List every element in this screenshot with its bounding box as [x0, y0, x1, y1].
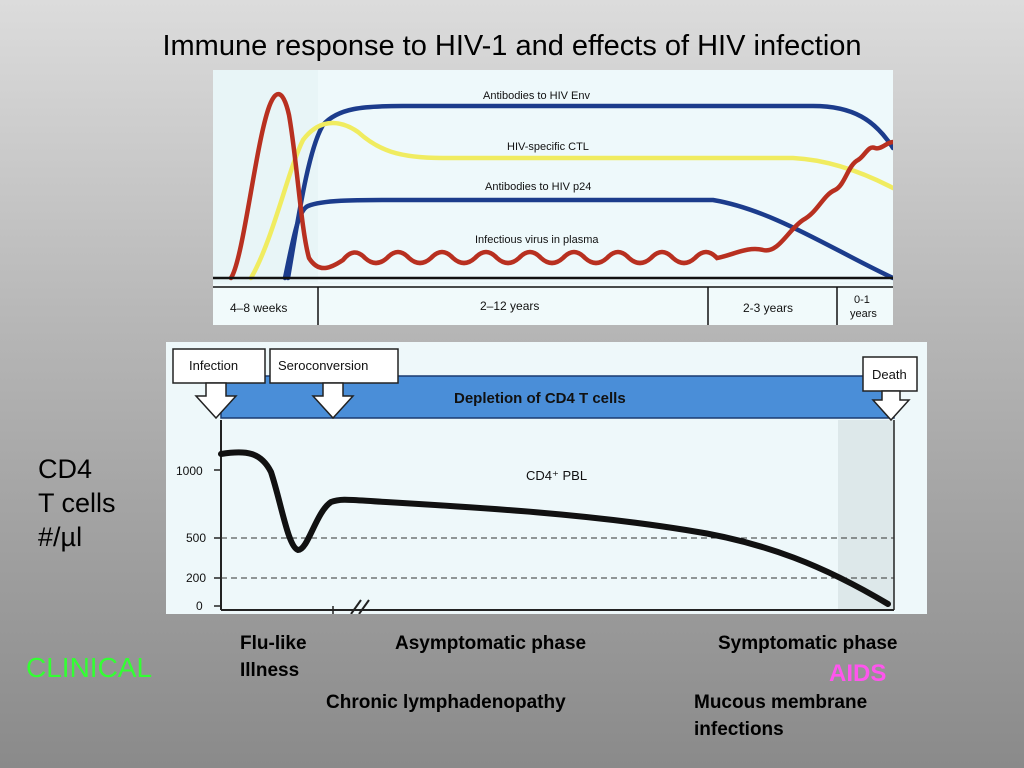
phase-flu-like-line-1: Flu-like: [240, 633, 307, 654]
y-axis-title-line-3: #/µl: [38, 522, 83, 552]
timeline-0-1: 0-1: [854, 294, 870, 306]
curve-infectious-virus: [228, 91, 893, 281]
label-infectious-virus: Infectious virus in plasma: [475, 234, 599, 246]
curve-cd4-pbl: [218, 449, 891, 607]
tick-label-500: 500: [186, 531, 206, 545]
label-hiv-specific-ctl: HIV-specific CTL: [507, 141, 589, 153]
cd4-depletion-chart: Depletion of CD4 T cells Infection Seroc…: [166, 342, 927, 614]
depletion-banner-text: Depletion of CD4 T cells: [454, 390, 626, 407]
seroconversion-label: Seroconversion: [278, 358, 368, 373]
tick-label-200: 200: [186, 571, 206, 585]
timeline-4-8-weeks: 4–8 weeks: [230, 301, 287, 315]
timeline-2-12-years: 2–12 years: [480, 299, 539, 313]
phase-mucous-line-1: Mucous membrane: [694, 692, 868, 713]
phase-symptomatic: Symptomatic phase: [718, 633, 898, 654]
label-cd4-pbl: CD4⁺ PBL: [526, 468, 587, 483]
slide-title: Immune response to HIV-1 and effects of …: [162, 30, 862, 62]
label-antibodies-env: Antibodies to HIV Env: [483, 90, 591, 102]
death-arrow-icon: [871, 390, 911, 422]
infection-label: Infection: [189, 358, 238, 373]
phase-chronic-lymphadenopathy: Chronic lymphadenopathy: [326, 692, 566, 713]
phase-mucous-line-2: infections: [694, 719, 784, 740]
phase-asymptomatic: Asymptomatic phase: [395, 633, 587, 654]
curve-hiv-specific-ctl: [248, 120, 893, 281]
phase-aids: AIDS: [829, 660, 887, 687]
y-axis-title-line-1: CD4: [38, 454, 93, 484]
death-label: Death: [872, 367, 907, 382]
death-box: [862, 356, 918, 392]
plot-shade: [318, 70, 893, 282]
phase-mucous-membrane: Mucous membrane infections: [694, 689, 867, 743]
y-axis-title-line-2: T cells: [38, 488, 116, 518]
immune-response-svg: Antibodies to HIV Env HIV-specific CTL A…: [213, 70, 893, 325]
axis-break-mark-2: [358, 599, 370, 614]
y-axis-title: CD4 T cells #/µl: [38, 452, 116, 554]
clinical-label: CLINICAL: [26, 652, 153, 683]
axis-break-mark-1: [350, 599, 362, 614]
infection-arrow-icon: [194, 382, 238, 420]
timeline-years: years: [850, 308, 877, 320]
curve-antibodies-p24: [282, 197, 893, 281]
tick-label-0: 0: [196, 599, 203, 613]
label-antibodies-p24: Antibodies to HIV p24: [485, 181, 591, 193]
timeline-bar: [213, 284, 893, 325]
seroconversion-arrow-icon: [311, 382, 355, 420]
cd4-depletion-svg: Depletion of CD4 T cells Infection Seroc…: [166, 342, 927, 614]
tick-label-1000: 1000: [176, 464, 203, 478]
timeline-2-3-years: 2-3 years: [743, 301, 793, 315]
seroconversion-box: [269, 348, 399, 384]
phase-flu-like: Flu-like Illness: [240, 630, 307, 684]
immune-response-chart: Antibodies to HIV Env HIV-specific CTL A…: [213, 70, 893, 325]
phase-flu-like-line-2: Illness: [240, 660, 300, 681]
